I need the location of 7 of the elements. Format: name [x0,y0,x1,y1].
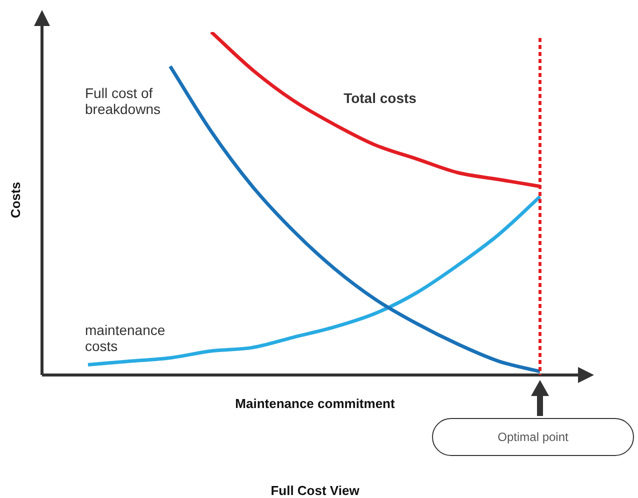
series-label: Total costs [344,90,417,106]
text: Optimal point [432,418,634,456]
series-label: maintenance costs [85,322,166,354]
series-label: Full cost of breakdowns [85,85,160,117]
text: Full Cost View [270,483,360,498]
x-axis-title: Maintenance commitment [235,396,396,411]
y-axis-title: Costs [8,182,23,218]
